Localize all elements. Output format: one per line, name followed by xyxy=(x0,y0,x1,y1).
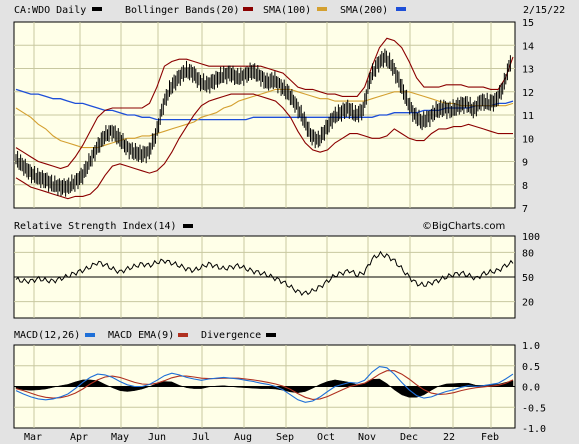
price-y-tick: 13 xyxy=(522,65,534,76)
rsi-legend-swatch xyxy=(183,224,193,228)
legend-sma100-swatch xyxy=(317,7,327,11)
price-y-tick: 10 xyxy=(522,134,534,145)
divergence-legend-swatch xyxy=(266,333,276,337)
x-tick-label: Aug xyxy=(234,432,252,443)
rsi-series xyxy=(14,250,515,297)
macd-y-tick: 0.5 xyxy=(522,362,540,373)
legend-sma100-label: SMA(100) xyxy=(263,5,311,16)
rsi-title: Relative Strength Index(14) xyxy=(14,221,177,232)
macd-title: MACD(12,26) xyxy=(14,330,80,341)
divergence-histogram xyxy=(15,378,514,398)
rsi-y-tick: 80 xyxy=(522,248,534,259)
macd-y-tick: 0.0 xyxy=(522,383,540,394)
macd-y-tick: 1.0 xyxy=(522,341,540,352)
macd-ema-legend-swatch xyxy=(178,333,188,337)
legend-bollinger-swatch xyxy=(243,7,253,11)
legend-sma200-swatch xyxy=(396,7,406,11)
price-y-tick: 15 xyxy=(522,18,534,29)
legend-sma200-label: SMA(200) xyxy=(340,5,388,16)
macd-line xyxy=(15,366,514,403)
macd-legend-swatch xyxy=(85,333,95,337)
macd-series xyxy=(14,366,515,403)
sma100-line xyxy=(15,88,514,149)
macd-y-tick: -1.0 xyxy=(522,424,546,435)
price-y-tick: 7 xyxy=(522,204,528,215)
macd-ema-label: MACD EMA(9) xyxy=(108,330,174,341)
y-tick-labels: 7 8 9 10 11 12 13 14 15 20 50 80 100 -1.0 -0.5 0.0 0.5 1.… xyxy=(522,18,546,435)
x-tick-label: Dec xyxy=(400,432,418,443)
macd-ema-line xyxy=(15,370,514,400)
x-tick-label: Mar xyxy=(24,432,42,443)
x-tick-labels: Mar Apr May Jun Jul Aug Sep Oct Nov Dec 22 Feb xyxy=(24,432,499,443)
price-y-tick: 14 xyxy=(522,41,534,52)
rsi-y-tick: 50 xyxy=(522,273,534,284)
bollinger-lower-line xyxy=(15,93,513,200)
x-tick-label: Apr xyxy=(70,432,88,443)
price-y-tick: 11 xyxy=(522,111,534,122)
x-tick-label: Jun xyxy=(148,432,166,443)
x-tick-label: Sep xyxy=(276,432,294,443)
symbol-label: CA:WDO Daily xyxy=(14,5,86,16)
price-y-tick: 9 xyxy=(522,158,528,169)
bollinger-upper-line xyxy=(15,37,514,170)
x-tick-label: Nov xyxy=(358,432,376,443)
x-tick-label: 22 xyxy=(443,432,455,443)
price-y-tick: 8 xyxy=(522,181,528,192)
price-series xyxy=(15,37,514,200)
x-tick-label: Jul xyxy=(192,432,210,443)
watermark: ©BigCharts.com xyxy=(422,221,505,232)
x-tick-label: Oct xyxy=(317,432,335,443)
x-tick-label: May xyxy=(111,432,129,443)
rsi-y-tick: 100 xyxy=(522,232,540,243)
price-legend-swatch xyxy=(92,7,102,11)
rsi-line xyxy=(15,250,514,297)
divergence-label: Divergence xyxy=(201,330,261,341)
legend-bollinger-label: Bollinger Bands(20) xyxy=(125,5,239,16)
macd-y-tick: -0.5 xyxy=(522,403,546,414)
rsi-y-tick: 20 xyxy=(522,298,534,309)
x-tick-label: Feb xyxy=(481,432,499,443)
header-date: 2/15/22 xyxy=(523,5,565,16)
price-y-tick: 12 xyxy=(522,88,534,99)
